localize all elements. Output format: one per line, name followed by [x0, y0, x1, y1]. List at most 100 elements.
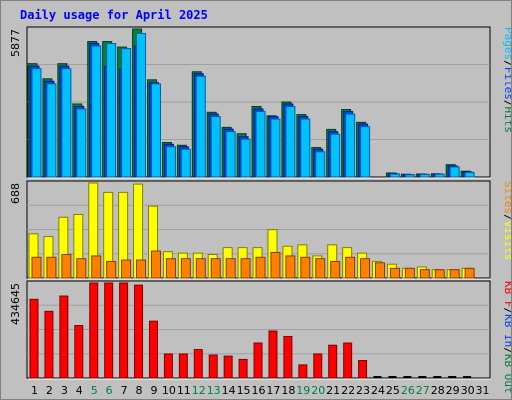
day-label: 18	[281, 384, 295, 397]
kbf-bar	[403, 376, 412, 378]
sites-bar	[300, 256, 311, 279]
sites-bar	[76, 258, 87, 279]
pages-bar	[315, 151, 326, 178]
pages-bar	[360, 126, 371, 178]
legend---sep: /	[502, 214, 511, 221]
kbf-bar	[358, 360, 368, 379]
sites-bar	[31, 256, 42, 279]
sites-bar	[419, 269, 430, 279]
day-label: 25	[386, 384, 400, 397]
legend---sep: /	[502, 308, 511, 315]
day-label: 14	[222, 384, 236, 397]
sites-bar	[345, 256, 356, 279]
sites-bar	[165, 258, 176, 279]
sites-bar	[150, 250, 161, 279]
kbf-bar	[448, 376, 457, 378]
kbf-bar	[178, 353, 188, 379]
kbf-bar	[163, 353, 173, 379]
day-label: 23	[356, 384, 370, 397]
kbf-bar	[29, 298, 39, 379]
day-label: 21	[326, 384, 340, 397]
day-label: 24	[371, 384, 385, 397]
legend---sep: /	[502, 60, 511, 67]
sites-bar	[389, 267, 400, 279]
day-label: 5	[91, 384, 98, 397]
kbf-bar	[59, 295, 69, 379]
day-label: 7	[121, 384, 128, 397]
sites-bar	[180, 258, 191, 279]
pages-bar	[165, 146, 176, 178]
pages-bar	[240, 138, 251, 178]
panel-1-ymax-label: 5877	[9, 29, 22, 57]
kbf-bar	[74, 325, 84, 379]
legend-files: Files	[502, 67, 511, 100]
sites-bar	[210, 258, 221, 279]
kbf-bar	[343, 342, 353, 379]
day-label: 28	[431, 384, 445, 397]
legend---sep: /	[502, 100, 511, 107]
day-label: 6	[106, 384, 113, 397]
kbf-bar	[208, 354, 218, 379]
kbf-bar	[373, 376, 382, 378]
legend-visits: Visits	[502, 221, 511, 261]
day-label: 17	[266, 384, 280, 397]
kbf-bar	[328, 344, 338, 379]
legend-hits: Hits	[502, 107, 511, 134]
pages-bar	[91, 45, 102, 178]
pages-bar	[449, 166, 460, 178]
day-label: 11	[177, 384, 191, 397]
day-label: 8	[136, 384, 143, 397]
legend---sep: /	[502, 347, 511, 354]
kbf-bar	[313, 353, 323, 379]
day-label: 19	[296, 384, 310, 397]
legend-sites: Sites	[502, 181, 511, 214]
day-label: 27	[416, 384, 430, 397]
kbf-bar	[238, 358, 248, 379]
day-label: 10	[162, 384, 176, 397]
pages-bar	[330, 133, 341, 178]
kbf-bar	[119, 282, 129, 379]
kbf-bar	[388, 376, 397, 378]
panel-1-legend: Pages/Files/Hits	[502, 27, 511, 133]
sites-bar	[106, 260, 117, 279]
pages-bar	[434, 173, 445, 178]
sites-bar	[61, 254, 72, 279]
day-label: 2	[46, 384, 53, 397]
day-label: 4	[76, 384, 83, 397]
day-label: 29	[446, 384, 460, 397]
kbf-bar	[268, 330, 278, 379]
sites-bar	[375, 262, 386, 279]
pages-bar	[255, 111, 266, 178]
kbf-bar	[223, 355, 233, 379]
day-label: 30	[461, 384, 475, 397]
sites-bar	[225, 258, 236, 279]
legend-kb-f: KB F	[502, 281, 511, 308]
sites-bar	[136, 259, 147, 279]
sites-bar	[121, 259, 132, 279]
kbf-bar	[283, 335, 293, 379]
kbf-bar	[193, 349, 203, 379]
pages-bar	[106, 43, 117, 178]
panel-2-legend: Sites/Visits	[502, 181, 511, 261]
kbf-bar	[253, 342, 263, 379]
pages-bar	[31, 68, 42, 178]
pages-bar	[389, 173, 400, 178]
panel-3-legend: KB F/KB In/KB Out	[502, 281, 511, 394]
sites-bar	[360, 258, 371, 279]
pages-bar	[404, 174, 415, 178]
panel-2-ymax-label: 688	[9, 183, 22, 204]
legend-pages: Pages	[502, 27, 511, 60]
panel-3-ymax-label: 434645	[9, 283, 22, 325]
pages-bar	[270, 118, 281, 178]
chart-title: Daily usage for April 2025	[20, 8, 208, 22]
sites-bar	[285, 255, 296, 279]
pages-bar	[136, 32, 147, 178]
day-label: 16	[252, 384, 266, 397]
sites-bar	[449, 269, 460, 279]
day-label: 20	[311, 384, 325, 397]
kbf-bar	[418, 376, 427, 378]
sites-bar	[46, 256, 57, 279]
sites-bar	[91, 255, 102, 279]
